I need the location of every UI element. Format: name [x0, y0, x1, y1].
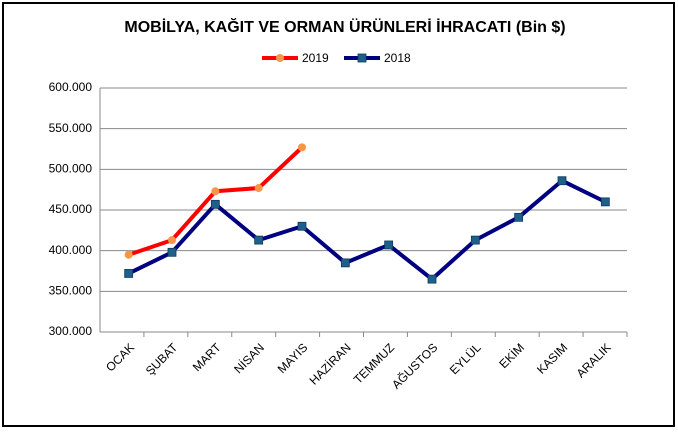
y-tick-label: 350.000: [49, 284, 93, 298]
point: [298, 143, 306, 152]
point: [340, 258, 350, 268]
point: [297, 221, 307, 231]
series-line: [127, 178, 607, 282]
point: [600, 197, 610, 207]
y-tick-label: 400.000: [49, 243, 93, 257]
point: [210, 199, 220, 209]
point: [124, 250, 133, 259]
legend-marker: [276, 54, 284, 62]
point: [384, 240, 394, 250]
legend-label: 2018: [384, 51, 411, 65]
y-tick-label: 300.000: [49, 324, 93, 338]
y-tick-label: 500.000: [49, 162, 93, 176]
point: [124, 269, 134, 278]
legend-label: 2019: [302, 51, 329, 65]
y-tick-label: 600.000: [49, 80, 93, 94]
point: [211, 187, 220, 196]
point: [254, 235, 264, 245]
legend-marker: [357, 53, 367, 63]
y-tick-label: 450.000: [49, 202, 93, 216]
chart-title: MOBİLYA, KAĞIT VE ORMAN ÜRÜNLERİ İHRACAT…: [124, 17, 565, 36]
chart-frame: [2, 2, 675, 427]
point: [557, 176, 567, 186]
point: [168, 236, 176, 245]
point: [470, 235, 480, 245]
point: [427, 274, 437, 284]
point: [167, 247, 177, 257]
point: [254, 184, 263, 193]
point: [514, 212, 524, 222]
y-tick-label: 550.000: [49, 121, 93, 135]
